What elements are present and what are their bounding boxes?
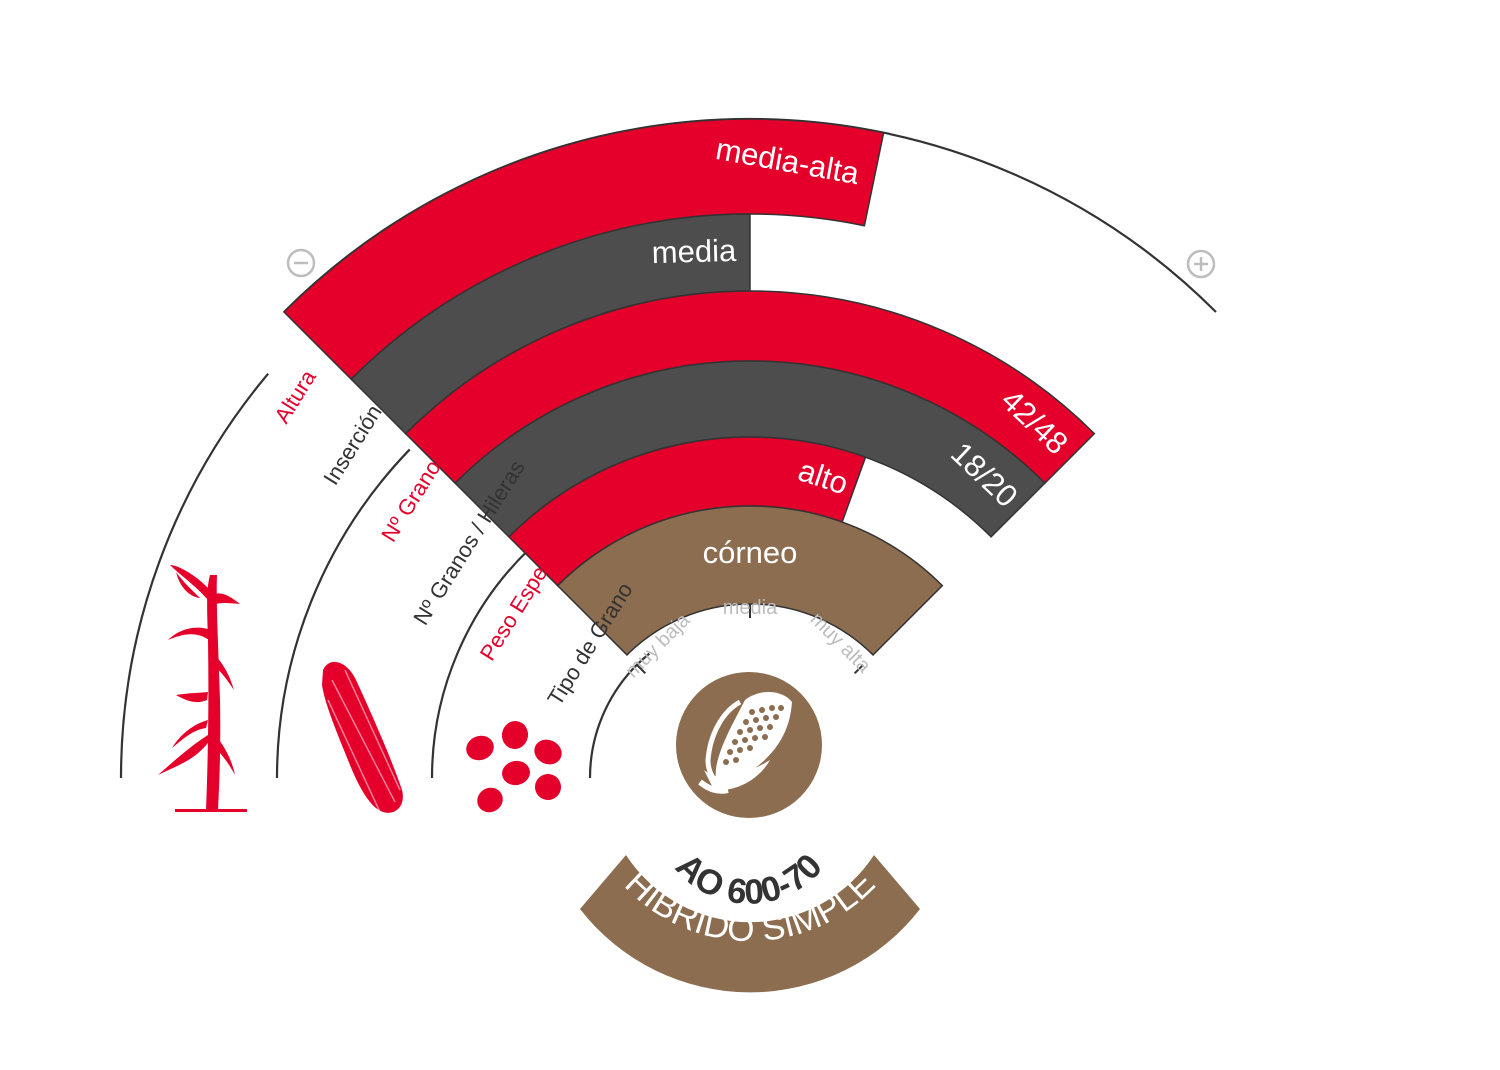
guide-arc [275,448,411,779]
hybrid-band [580,855,920,993]
band-value-2: media [651,233,737,270]
scale-max-icon [1186,249,1216,279]
category-label-3: Nº Granos [376,446,451,546]
corn-cob-icon [676,672,822,818]
guide-arc [119,372,270,779]
category-label-2: Inserción [318,400,387,489]
scale-min-icon [286,248,316,278]
corn-kernels-icon [466,721,562,813]
scale-tick-mark [636,664,647,675]
scale-tick-mark [853,664,864,675]
category-label-1: Altura [269,365,321,428]
scale-tick-mid: media [723,597,778,619]
band-6 [556,505,944,657]
band-value-6: córneo [703,535,798,570]
guide-arc [430,548,530,779]
corn-ear-icon [322,661,403,813]
corn-plant-icon [158,565,247,812]
